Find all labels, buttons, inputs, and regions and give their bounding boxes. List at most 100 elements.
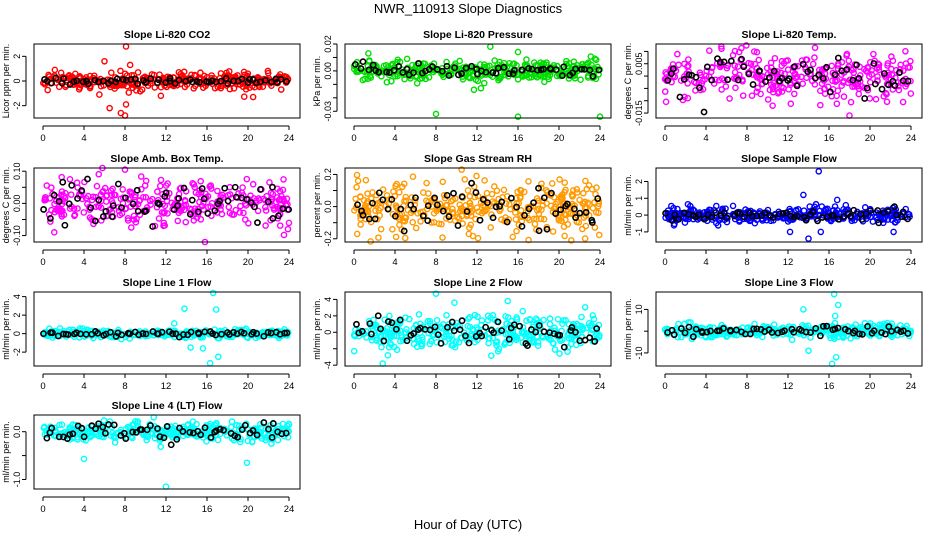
- reference-point: [47, 215, 54, 222]
- x-tick-label: 4: [81, 133, 86, 144]
- reference-point: [708, 213, 716, 221]
- reference-point: [134, 207, 142, 215]
- data-point: [52, 197, 60, 205]
- data-point: [571, 202, 578, 209]
- reference-point: [867, 207, 874, 215]
- data-point: [367, 238, 374, 245]
- x-tick-label: 20: [554, 133, 565, 144]
- reference-point: [437, 339, 445, 347]
- data-point: [872, 95, 880, 103]
- data-point: [485, 335, 492, 342]
- data-point: [425, 190, 432, 197]
- reference-point: [807, 329, 814, 336]
- reference-point: [91, 217, 99, 225]
- data-point: [266, 434, 273, 442]
- reference-point: [109, 202, 117, 210]
- reference-point: [438, 67, 446, 75]
- data-point: [473, 204, 481, 212]
- data-point: [362, 328, 370, 335]
- data-point: [784, 66, 792, 73]
- y-tick-label: -1: [634, 228, 644, 236]
- data-point: [268, 440, 275, 447]
- data-point: [199, 84, 207, 91]
- reference-point: [122, 194, 129, 202]
- reference-point: [558, 72, 566, 80]
- data-point: [849, 83, 856, 90]
- x-tick-label: 16: [824, 133, 835, 144]
- reference-point: [489, 69, 497, 76]
- reference-point: [500, 63, 508, 71]
- reference-point: [783, 209, 790, 217]
- reference-point: [462, 332, 469, 340]
- data-point: [766, 86, 774, 94]
- reference-point: [257, 186, 264, 193]
- data-point: [851, 216, 858, 224]
- data-point: [350, 347, 358, 355]
- reference-point: [230, 328, 237, 336]
- reference-point: [424, 202, 432, 210]
- data-point: [540, 316, 547, 324]
- reference-point: [766, 74, 773, 81]
- reference-point: [746, 330, 754, 338]
- reference-point: [518, 222, 526, 230]
- data-point: [157, 443, 165, 451]
- reference-point: [269, 183, 276, 191]
- data-point: [895, 82, 902, 90]
- data-point: [84, 192, 92, 200]
- data-point: [559, 320, 566, 328]
- data-point: [540, 215, 548, 223]
- y-axis-label: ml/min per min.: [1, 298, 11, 360]
- data-point: [884, 62, 891, 69]
- reference-point: [208, 77, 216, 85]
- panel-title: Slope Li-820 Temp.: [742, 29, 837, 41]
- data-point: [466, 224, 473, 232]
- data-point: [157, 83, 165, 91]
- data-point: [93, 182, 101, 190]
- data-point: [474, 313, 481, 321]
- x-tick-label: 8: [122, 133, 127, 144]
- data-point: [176, 185, 184, 192]
- reference-point: [458, 193, 466, 201]
- data-point: [399, 183, 406, 191]
- reference-point: [762, 78, 769, 86]
- reference-point: [478, 332, 486, 340]
- reference-point: [870, 327, 878, 335]
- data-point: [456, 57, 463, 65]
- data-point: [581, 303, 589, 311]
- data-point: [421, 60, 429, 68]
- data-point: [684, 94, 692, 102]
- reference-point: [353, 320, 360, 328]
- data-point: [425, 74, 433, 81]
- reference-point: [778, 74, 786, 82]
- data-point: [586, 200, 593, 208]
- data-point: [896, 322, 904, 329]
- reference-point: [431, 194, 439, 202]
- reference-point: [147, 75, 155, 83]
- data-point: [492, 339, 500, 346]
- reference-point: [194, 208, 202, 216]
- data-point: [267, 198, 275, 206]
- data-point: [386, 312, 393, 320]
- data-point: [206, 183, 214, 190]
- data-point: [445, 332, 453, 340]
- y-axis-label: degrees C per min.: [623, 43, 633, 120]
- data-point: [419, 189, 427, 196]
- reference-point: [894, 326, 901, 334]
- data-point: [519, 328, 526, 335]
- data-point: [503, 320, 510, 328]
- data-point: [565, 334, 573, 342]
- reference-point: [572, 328, 579, 336]
- reference-point: [753, 325, 761, 333]
- reference-point: [834, 54, 842, 62]
- outlier-point: [249, 93, 257, 101]
- data-point: [197, 69, 204, 77]
- y-tick-label: 10: [634, 304, 644, 314]
- outlier-point: [379, 360, 387, 367]
- data-point: [720, 327, 727, 335]
- data-point: [226, 191, 234, 198]
- reference-point: [65, 200, 73, 208]
- data-point: [197, 177, 204, 185]
- data-point: [464, 322, 472, 330]
- data-point: [452, 338, 460, 345]
- reference-point: [186, 210, 194, 218]
